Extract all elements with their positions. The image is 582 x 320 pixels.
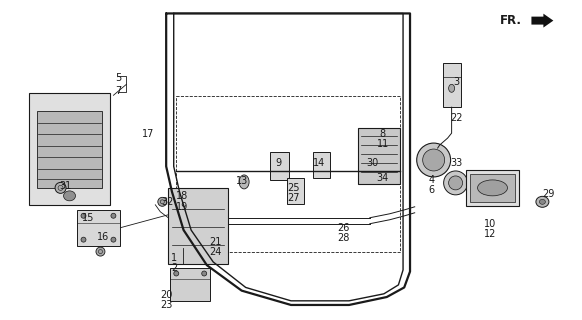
Text: 3: 3 — [453, 77, 460, 87]
Ellipse shape — [443, 171, 467, 195]
Text: 22: 22 — [450, 113, 463, 123]
Text: 8: 8 — [379, 129, 386, 139]
Text: FR.: FR. — [499, 14, 521, 27]
Bar — [168, 188, 228, 264]
Text: 13: 13 — [236, 176, 249, 186]
Ellipse shape — [96, 247, 105, 256]
Text: 11: 11 — [377, 139, 389, 149]
Bar — [171, 268, 210, 301]
Text: 25: 25 — [288, 183, 300, 193]
Text: 12: 12 — [484, 229, 496, 239]
Ellipse shape — [63, 191, 76, 201]
Bar — [470, 174, 516, 202]
Ellipse shape — [81, 237, 86, 242]
Text: 27: 27 — [288, 193, 300, 203]
Ellipse shape — [158, 197, 167, 206]
Text: 10: 10 — [484, 219, 496, 229]
Text: 34: 34 — [377, 173, 389, 183]
Text: 29: 29 — [542, 189, 555, 199]
Text: 21: 21 — [209, 237, 221, 247]
Bar — [76, 210, 120, 246]
Ellipse shape — [540, 199, 545, 204]
Bar — [37, 111, 102, 188]
Bar — [358, 128, 400, 184]
Text: 23: 23 — [160, 300, 172, 310]
Text: 2: 2 — [171, 262, 178, 273]
Ellipse shape — [111, 213, 116, 218]
Ellipse shape — [449, 84, 455, 92]
Text: 31: 31 — [59, 181, 72, 191]
Text: 17: 17 — [142, 129, 155, 139]
Ellipse shape — [174, 271, 179, 276]
Text: 5: 5 — [115, 73, 122, 83]
Ellipse shape — [536, 196, 549, 207]
Text: 32: 32 — [161, 197, 173, 207]
Ellipse shape — [423, 149, 445, 171]
Ellipse shape — [55, 182, 66, 193]
Bar — [287, 178, 304, 204]
Text: 20: 20 — [160, 291, 172, 300]
Text: 1: 1 — [171, 252, 178, 263]
Ellipse shape — [239, 175, 249, 189]
Text: 33: 33 — [450, 158, 463, 168]
Ellipse shape — [202, 271, 207, 276]
Text: 28: 28 — [338, 233, 350, 243]
Ellipse shape — [417, 143, 450, 177]
Text: 18: 18 — [176, 191, 189, 201]
Text: 7: 7 — [115, 86, 122, 96]
Ellipse shape — [111, 237, 116, 242]
Bar — [443, 63, 460, 107]
Bar — [176, 96, 400, 252]
Text: 19: 19 — [176, 202, 189, 212]
Text: 24: 24 — [209, 247, 221, 257]
Ellipse shape — [478, 180, 508, 196]
Bar — [466, 170, 520, 206]
Text: 4: 4 — [428, 175, 435, 185]
Text: 30: 30 — [367, 158, 379, 168]
Bar — [270, 152, 289, 180]
Text: 9: 9 — [275, 158, 281, 168]
Text: 14: 14 — [313, 158, 325, 168]
Text: 6: 6 — [428, 185, 435, 195]
Bar — [313, 152, 330, 178]
Text: 15: 15 — [82, 213, 95, 223]
FancyArrow shape — [531, 14, 553, 28]
Ellipse shape — [81, 213, 86, 218]
Ellipse shape — [449, 176, 463, 190]
Text: 16: 16 — [97, 232, 109, 242]
Text: 26: 26 — [338, 223, 350, 233]
Bar — [29, 93, 111, 205]
